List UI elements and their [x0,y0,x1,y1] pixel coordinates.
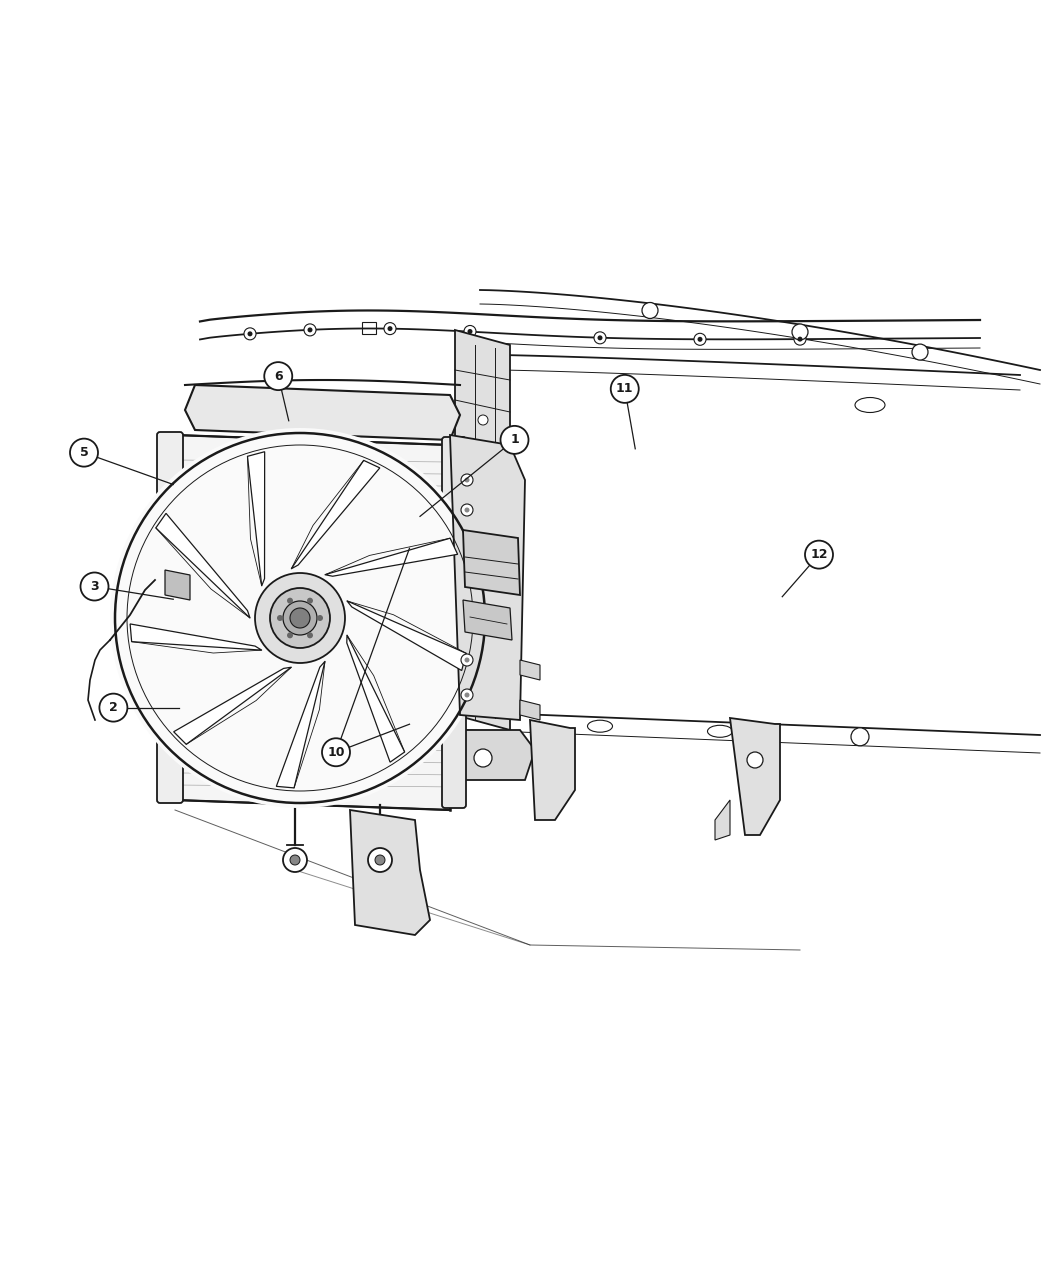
Circle shape [375,856,385,864]
Circle shape [912,344,928,360]
Circle shape [697,337,702,342]
Polygon shape [175,435,450,810]
Circle shape [387,326,393,332]
Circle shape [307,632,313,639]
Bar [362,323,376,334]
Circle shape [70,439,98,467]
Circle shape [317,615,323,621]
Ellipse shape [588,720,612,732]
Text: 11: 11 [616,382,633,395]
Circle shape [474,748,492,768]
Circle shape [368,848,392,872]
Circle shape [284,848,307,872]
Circle shape [384,323,396,334]
Polygon shape [350,810,430,935]
Circle shape [464,692,469,697]
Polygon shape [130,623,261,650]
Polygon shape [530,720,575,820]
Text: 1: 1 [510,434,519,446]
Circle shape [248,332,252,337]
Circle shape [307,598,313,603]
Polygon shape [326,538,458,576]
Circle shape [464,325,476,338]
FancyBboxPatch shape [442,437,466,808]
Circle shape [304,324,316,335]
Circle shape [461,474,472,486]
Text: 10: 10 [328,746,344,759]
Circle shape [611,375,638,403]
Circle shape [642,302,658,319]
Polygon shape [520,660,540,680]
Polygon shape [185,385,460,440]
Circle shape [694,333,706,346]
Circle shape [597,335,603,340]
Polygon shape [276,662,326,788]
Circle shape [464,507,469,513]
Polygon shape [730,718,780,835]
Circle shape [478,414,488,425]
Polygon shape [346,601,466,671]
Circle shape [478,476,488,484]
Circle shape [464,478,469,482]
Polygon shape [715,799,730,840]
Circle shape [100,694,127,722]
Circle shape [255,572,345,663]
Circle shape [747,752,763,768]
Circle shape [501,426,528,454]
Circle shape [798,337,802,342]
Text: 5: 5 [80,446,88,459]
Text: 12: 12 [811,548,827,561]
Circle shape [244,328,256,340]
Circle shape [110,428,490,808]
Circle shape [792,324,809,340]
Polygon shape [463,601,512,640]
Circle shape [270,588,330,648]
Polygon shape [248,451,265,585]
FancyBboxPatch shape [158,432,183,803]
Circle shape [478,595,488,606]
Circle shape [478,536,488,544]
Circle shape [284,601,317,635]
Circle shape [478,695,488,705]
Polygon shape [520,700,540,720]
Circle shape [290,856,300,864]
Polygon shape [165,570,190,601]
Polygon shape [450,435,525,720]
Circle shape [461,654,472,666]
Polygon shape [155,514,250,618]
Circle shape [467,329,472,334]
Circle shape [594,332,606,344]
Text: 6: 6 [274,370,282,382]
Circle shape [290,608,310,629]
Circle shape [461,688,472,701]
Circle shape [805,541,833,569]
Circle shape [308,328,313,333]
Ellipse shape [708,725,733,737]
Circle shape [81,572,108,601]
Text: 3: 3 [90,580,99,593]
Polygon shape [440,731,536,780]
Circle shape [464,658,469,663]
Circle shape [794,333,806,346]
Circle shape [277,615,284,621]
Circle shape [287,632,293,639]
Circle shape [461,504,472,516]
Polygon shape [346,635,404,762]
Polygon shape [455,330,510,731]
Polygon shape [173,667,291,745]
Circle shape [265,362,292,390]
Polygon shape [463,530,520,595]
Circle shape [322,738,350,766]
Circle shape [478,645,488,655]
Circle shape [287,598,293,603]
Circle shape [850,728,869,746]
Text: 2: 2 [109,701,118,714]
Polygon shape [291,460,380,569]
